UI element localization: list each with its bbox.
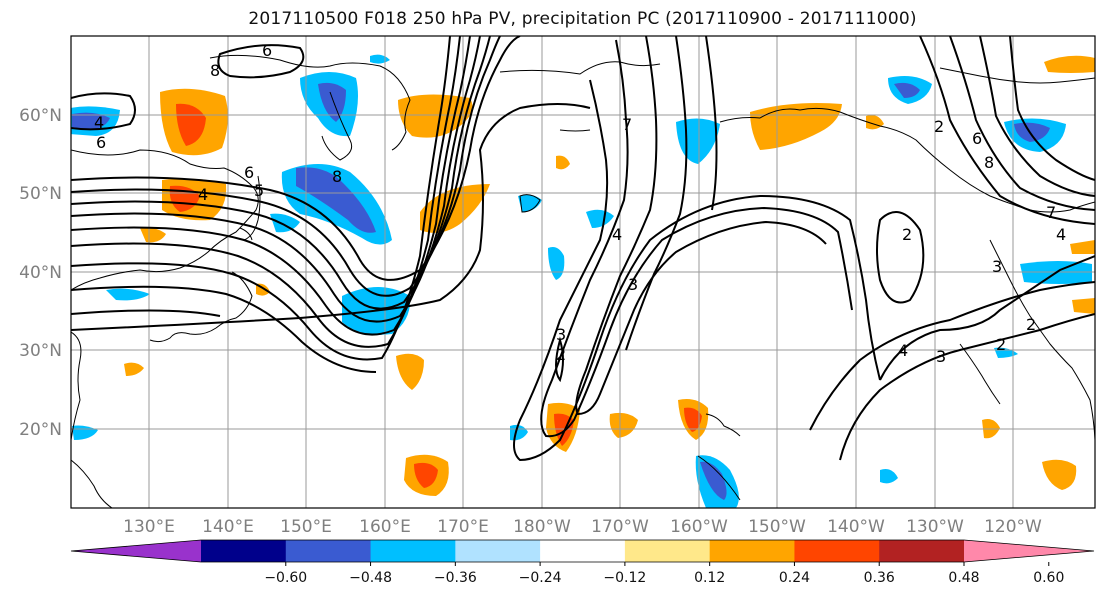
contour-labels: 6 8 4 6 6 4 5 8 7 4 3 3 2 2 8 6 7 4 3 2 …: [94, 41, 1066, 366]
colorbar-bin: [201, 540, 287, 562]
contour-label: 6: [262, 41, 272, 60]
lon-tick-label: 130°W: [906, 517, 964, 537]
colorbar-tick-label: 0.24: [779, 570, 810, 586]
lon-tick-label: 180°W: [513, 517, 571, 537]
lat-tick-labels: 60°N 50°N 40°N 30°N 20°N: [19, 106, 62, 440]
lon-tick-label: 120°W: [984, 517, 1042, 537]
contour-label: 4: [612, 225, 622, 244]
lon-tick-label: 150°W: [748, 517, 806, 537]
colorbar-bin: [370, 540, 456, 562]
contour-label: 6: [244, 163, 254, 182]
contour-label: 8: [332, 167, 342, 186]
pv-contours: [71, 36, 1095, 462]
contour-label: 3: [628, 275, 638, 294]
contour-label: 5: [254, 181, 264, 200]
colorbar-bin: [455, 540, 541, 562]
colorbar-tick-label: −0.24: [519, 570, 562, 586]
colorbar-tick-label: 0.36: [864, 570, 895, 586]
colorbar: −0.60 −0.48 −0.36 −0.24 −0.12 0.12 0.24 0.36 0.4…: [70, 539, 1095, 586]
contour-label: 2: [934, 117, 944, 136]
contour-label: 3: [556, 325, 566, 344]
colorbar-tick-label: 0.48: [948, 570, 979, 586]
contour-label: 6: [96, 133, 106, 152]
figure-title: 2017110500 F018 250 hPa PV, precipitatio…: [248, 9, 917, 29]
contour-label: 4: [898, 341, 908, 360]
colorbar-bin: [794, 540, 880, 562]
colorbar-extend-min: [71, 540, 201, 562]
colorbar-bin: [879, 540, 965, 562]
contour-label: 8: [984, 153, 994, 172]
lon-tick-label: 160°E: [359, 517, 411, 537]
map-frame: [70, 35, 1096, 509]
lon-tick-label: 140°W: [827, 517, 885, 537]
contour-label: 6: [972, 129, 982, 148]
contour-label: 3: [992, 257, 1002, 276]
colorbar-extend-max: [964, 540, 1094, 562]
graticule: [71, 36, 1095, 508]
lon-tick-label: 170°E: [437, 517, 489, 537]
colorbar-bin: [540, 540, 626, 562]
contour-label: 7: [622, 115, 632, 134]
lat-tick-label: 20°N: [19, 420, 62, 440]
lon-tick-label: 140°E: [202, 517, 254, 537]
colorbar-bin: [285, 540, 372, 562]
lon-tick-label: 160°W: [670, 517, 728, 537]
lat-tick-label: 40°N: [19, 263, 62, 283]
contour-label: 7: [1046, 203, 1056, 222]
colorbar-outline: [70, 539, 1095, 563]
contour-label: 4: [94, 113, 104, 132]
negative-pc-shading: [71, 54, 1092, 508]
colorbar-tick-label: −0.48: [349, 570, 392, 586]
colorbar-tick-label: −0.60: [264, 570, 307, 586]
colorbar-bin: [709, 540, 795, 562]
lon-tick-labels: 130°E 140°E 150°E 160°E 170°E 180°W 170°…: [123, 517, 1042, 537]
colorbar-bin: [624, 540, 711, 562]
contour-label: 4: [198, 185, 208, 204]
colorbar-tick-label: 0.60: [1033, 570, 1064, 586]
contour-label: 8: [210, 61, 220, 80]
coastlines: [71, 54, 1095, 508]
colorbar-tick-label: −0.12: [603, 570, 646, 586]
lon-tick-label: 170°W: [591, 517, 649, 537]
contour-label: 4: [1056, 225, 1066, 244]
lat-tick-label: 60°N: [19, 106, 62, 126]
contour-label: 2: [556, 345, 566, 364]
lon-tick-label: 130°E: [123, 517, 175, 537]
colorbar-tick-label: −0.36: [434, 570, 477, 586]
contour-label: 2: [902, 225, 912, 244]
contour-label: 2: [996, 335, 1006, 354]
colorbar-tick-label: 0.12: [694, 570, 725, 586]
lat-tick-label: 50°N: [19, 184, 62, 204]
lat-tick-label: 30°N: [19, 341, 62, 361]
contour-label: 3: [936, 347, 946, 366]
contour-label: 2: [1026, 315, 1036, 334]
lon-tick-label: 150°E: [280, 517, 332, 537]
